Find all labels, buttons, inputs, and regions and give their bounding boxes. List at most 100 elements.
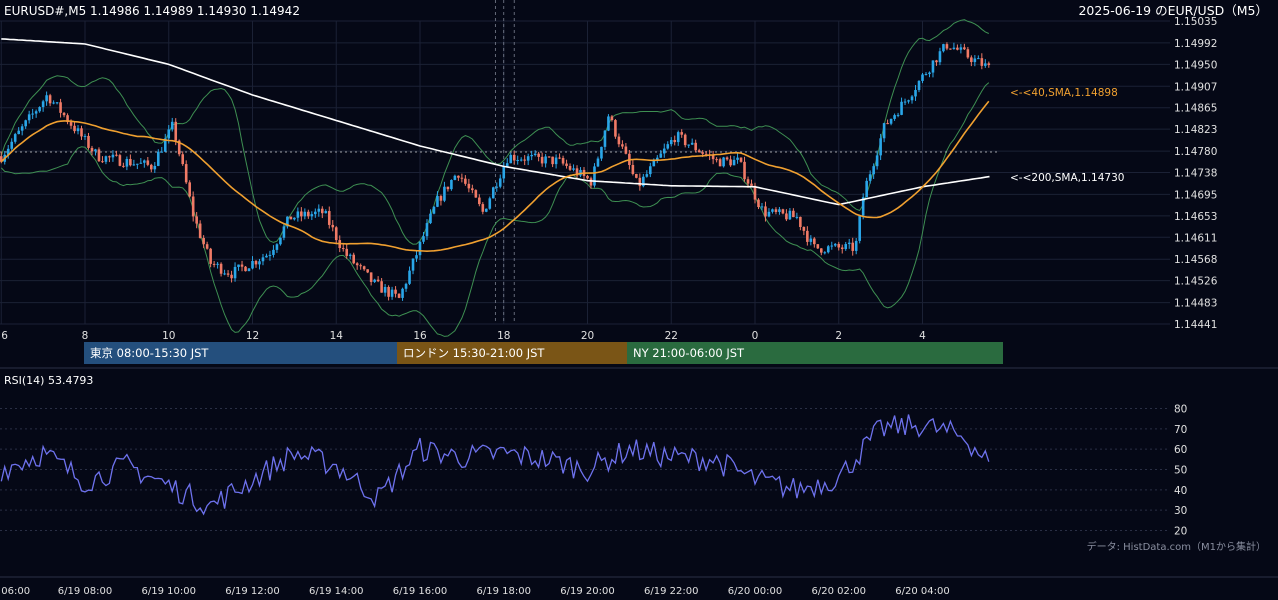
bear-candle — [467, 183, 471, 189]
bull-candle — [736, 157, 739, 160]
bull-candle — [931, 60, 935, 73]
bear-candle — [327, 211, 331, 225]
bull-candle — [554, 157, 558, 165]
bull-candle — [38, 107, 41, 112]
bear-candle — [970, 57, 973, 63]
bull-candle — [921, 74, 924, 81]
bear-candle — [59, 102, 62, 113]
bull-candle — [505, 163, 509, 167]
bear-candle — [711, 155, 715, 160]
bull-candle — [875, 155, 879, 167]
bull-candle — [662, 148, 666, 154]
bull-candle — [907, 100, 910, 102]
bollinger-lower — [0, 82, 990, 337]
bull-candle — [495, 186, 499, 188]
bear-candle — [638, 177, 642, 187]
rsi-grid — [0, 408, 1170, 531]
date-tick-label: 6/20 04:00 — [895, 586, 949, 597]
bull-candle — [153, 165, 157, 170]
session-tokyo-label: 東京 08:00-15:30 JST — [90, 346, 209, 360]
bull-candle — [669, 139, 673, 145]
bull-candle — [83, 135, 87, 137]
bull-candle — [52, 102, 55, 104]
bull-candle — [265, 255, 268, 258]
bear-candle — [0, 156, 3, 162]
bear-candle — [191, 196, 195, 217]
bear-candle — [254, 260, 258, 265]
date-tick-label: 6/20 00:00 — [728, 586, 782, 597]
bear-candle — [725, 157, 729, 160]
bull-candle — [488, 198, 492, 209]
hour-axis: 6 8 10 12 14 16 18 20 22 0 2 4 — [1, 330, 926, 342]
bull-candle — [418, 241, 422, 256]
bull-candle — [823, 252, 827, 254]
bull-candle — [10, 141, 14, 149]
bear-candle — [341, 248, 345, 250]
bull-candle — [20, 126, 24, 131]
bear-candle — [439, 196, 443, 201]
bull-candle — [572, 168, 575, 170]
rsi-tick-label: 60 — [1174, 444, 1187, 456]
bull-candle — [233, 266, 237, 279]
bull-candle — [317, 208, 321, 212]
hour-tick-label: 22 — [665, 330, 678, 342]
bull-candle — [429, 213, 432, 224]
session-tokyo — [84, 342, 397, 364]
bear-candle — [478, 197, 481, 205]
bear-candle — [715, 159, 718, 161]
bear-candle — [174, 121, 178, 141]
bull-candle — [485, 208, 488, 212]
price-tick-label: 1.14653 — [1174, 211, 1217, 223]
bear-candle — [753, 185, 757, 200]
bull-candle — [498, 178, 502, 187]
price-tick-label: 1.14738 — [1174, 168, 1217, 180]
bull-candle — [258, 261, 261, 265]
bull-candle — [732, 159, 736, 166]
price-tick-label: 1.14695 — [1174, 189, 1217, 201]
bull-candle — [404, 283, 408, 289]
bull-candle — [76, 128, 80, 132]
bear-candle — [394, 289, 397, 294]
bear-candle — [300, 211, 303, 217]
bear-candle — [202, 237, 205, 245]
bull-candle — [156, 151, 160, 166]
bear-candle — [80, 128, 83, 137]
bull-candle — [383, 287, 387, 293]
bull-candle — [401, 288, 404, 298]
bull-candle — [453, 175, 457, 180]
bear-candle — [694, 142, 697, 151]
bull-candle — [938, 51, 942, 63]
bear-candle — [129, 158, 132, 166]
bear-candle — [624, 146, 628, 154]
price-tick-label: 1.14823 — [1174, 124, 1217, 136]
bull-candle — [94, 149, 97, 152]
bull-candle — [279, 237, 282, 245]
bull-candle — [600, 146, 603, 159]
bear-candle — [551, 156, 554, 165]
date-tick-label: 6/20 02:00 — [812, 586, 866, 597]
bear-candle — [352, 254, 355, 264]
sma200-label: <-<200,SMA,1.14730 — [1010, 172, 1124, 184]
hour-tick-label: 2 — [835, 330, 842, 342]
bull-candle — [314, 211, 317, 215]
session-london-label: ロンドン 15:30-21:00 JST — [403, 346, 545, 360]
rsi-tick-label: 30 — [1174, 505, 1187, 517]
bear-candle — [561, 158, 565, 164]
bull-candle — [310, 214, 314, 217]
session-ny — [627, 342, 1003, 364]
bear-candle — [980, 58, 984, 66]
bull-candle — [778, 209, 781, 212]
rsi-tick-label: 50 — [1174, 465, 1187, 477]
bull-candle — [722, 157, 725, 167]
rsi-tick-label: 20 — [1174, 526, 1187, 538]
bull-candle — [136, 163, 139, 165]
bear-candle — [966, 49, 970, 58]
bear-candle — [987, 63, 991, 66]
price-tick-label: 1.14907 — [1174, 81, 1217, 93]
bull-candle — [593, 166, 596, 186]
bear-candle — [66, 115, 69, 123]
bull-candle — [928, 72, 931, 75]
bull-candle — [223, 273, 226, 275]
bull-candle — [324, 211, 328, 214]
bear-candle — [101, 161, 104, 163]
